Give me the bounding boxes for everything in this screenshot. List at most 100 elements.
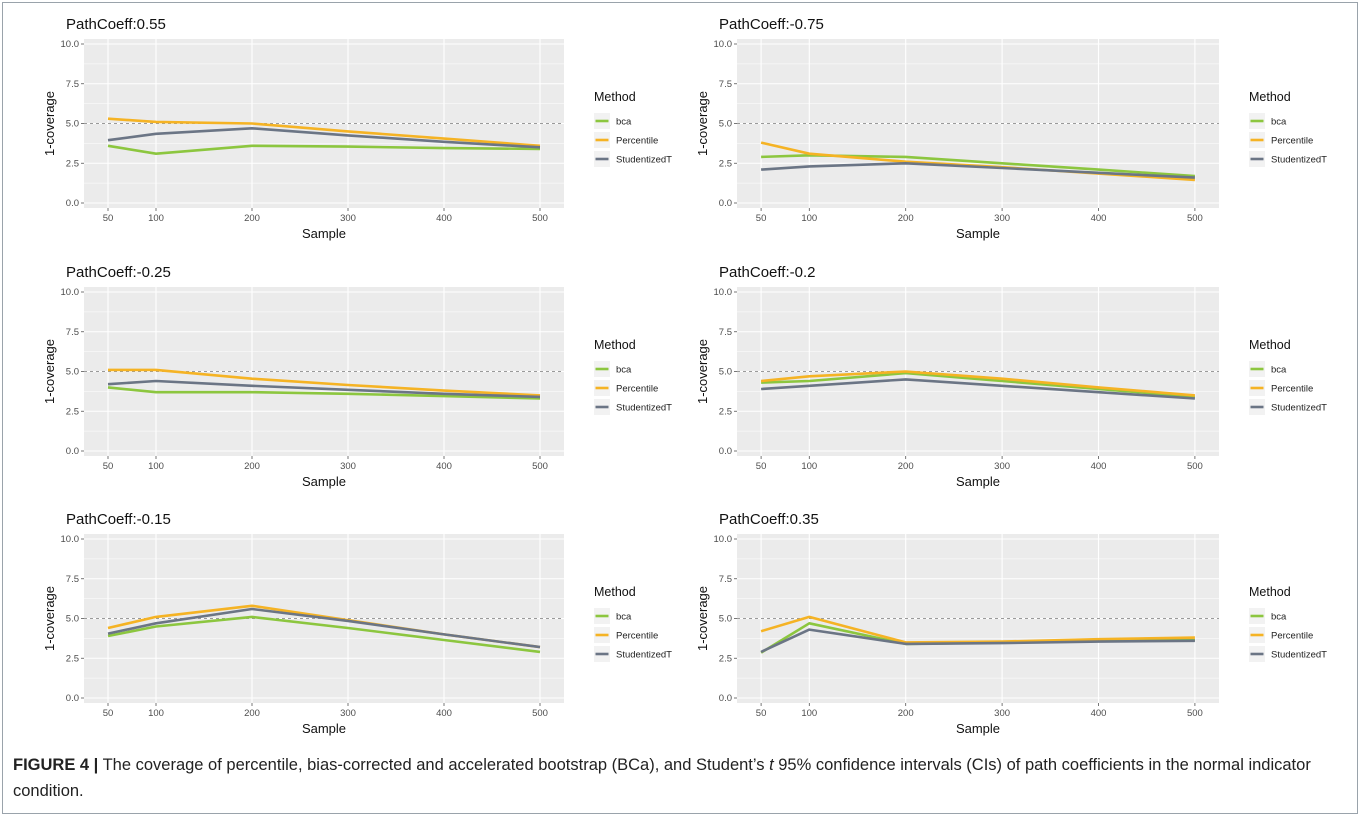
tick-label-x: 200 — [898, 708, 914, 719]
series-line-bca — [107, 386, 541, 400]
tick-label-x: 100 — [801, 213, 817, 224]
figure-chart-grid: PathCoeff:0.55 0.0 2.5 5.0 7.5 10.0 50 100 200 30… — [42, 16, 1327, 736]
legend-label-percentile: Percentile — [1271, 136, 1313, 147]
tick-label-x: 500 — [1187, 213, 1203, 224]
legend-label-bca: bca — [616, 612, 632, 623]
legend-title: Method — [594, 585, 636, 599]
tick-label-y: 5.0 — [66, 119, 79, 130]
y-axis-title: 1-coverage — [42, 586, 57, 651]
tick-label-y: 0.0 — [66, 446, 79, 457]
tick-label-x: 50 — [756, 213, 767, 224]
tick-label-x: 100 — [148, 708, 164, 719]
tick-label-x: 400 — [436, 213, 452, 224]
legend-label-studentizedt: StudentizedT — [1271, 650, 1327, 661]
tick-label-x: 400 — [436, 708, 452, 719]
tick-label-y: 7.5 — [719, 79, 732, 90]
tick-label-y: 5.0 — [66, 367, 79, 378]
tick-label-x: 300 — [994, 708, 1010, 719]
tick-label-y: 10.0 — [61, 39, 80, 50]
tick-label-x: 400 — [1091, 461, 1107, 472]
tick-label-x: 300 — [994, 213, 1010, 224]
series-line-bca — [761, 371, 1196, 399]
caption-italic-t: t — [769, 756, 774, 774]
tick-label-x: 300 — [340, 213, 356, 224]
x-axis-title: Sample — [956, 474, 1000, 489]
chart-panel-4: PathCoeff:-0.2 0.0 2.5 5.0 7.5 10.0 50 100 200 30… — [695, 264, 1327, 489]
panel-title: PathCoeff:0.35 — [719, 511, 819, 528]
panel-title: PathCoeff:-0.2 — [719, 264, 815, 281]
legend-label-studentizedt: StudentizedT — [1271, 403, 1327, 414]
series-line-studentizedt — [761, 162, 1195, 179]
series-line-studentizedt — [107, 379, 541, 399]
legend-label-percentile: Percentile — [616, 384, 658, 395]
legend-label-studentizedt: StudentizedT — [616, 155, 672, 166]
tick-label-y: 10.0 — [714, 287, 733, 298]
legend-label-bca: bca — [1271, 612, 1287, 623]
tick-label-x: 200 — [244, 461, 260, 472]
legend-label-studentizedt: StudentizedT — [616, 650, 672, 661]
legend-title: Method — [1249, 338, 1291, 352]
tick-label-x: 100 — [801, 708, 817, 719]
tick-label-y: 5.0 — [66, 614, 79, 625]
tick-label-y: 2.5 — [719, 406, 732, 417]
y-axis-title: 1-coverage — [695, 586, 710, 651]
tick-label-x: 50 — [103, 708, 114, 719]
x-axis-title: Sample — [956, 226, 1000, 241]
tick-label-y: 7.5 — [66, 79, 79, 90]
chart-panel-2: PathCoeff:-0.75 0.0 2.5 5.0 7.5 10.0 50 100 200 3… — [695, 16, 1327, 241]
tick-label-y: 0.0 — [719, 446, 732, 457]
tick-label-y: 7.5 — [66, 327, 79, 338]
tick-label-x: 500 — [532, 461, 548, 472]
legend-label-studentizedt: StudentizedT — [1271, 155, 1327, 166]
series-line-percentile — [760, 370, 1196, 397]
tick-label-x: 200 — [244, 213, 260, 224]
tick-label-y: 10.0 — [61, 287, 80, 298]
tick-label-x: 400 — [1091, 708, 1107, 719]
chart-panel-1: PathCoeff:0.55 0.0 2.5 5.0 7.5 10.0 50 100 200 30… — [42, 16, 672, 241]
tick-label-y: 10.0 — [61, 534, 80, 545]
caption-text-part-1: The coverage of percentile, bias-correct… — [98, 756, 770, 774]
tick-label-x: 500 — [1187, 708, 1203, 719]
panel-title: PathCoeff:-0.25 — [66, 264, 171, 281]
legend-label-bca: bca — [616, 117, 632, 128]
series-line-studentizedt — [761, 378, 1195, 400]
panel-title: PathCoeff:0.55 — [66, 16, 166, 33]
tick-label-y: 0.0 — [719, 693, 732, 704]
x-axis-title: Sample — [302, 226, 346, 241]
tick-label-y: 7.5 — [719, 327, 732, 338]
series-line-percentile — [760, 615, 1195, 644]
series-line-bca — [761, 154, 1195, 178]
tick-label-y: 2.5 — [719, 653, 732, 664]
tick-label-x: 500 — [532, 708, 548, 719]
tick-label-x: 400 — [1091, 213, 1107, 224]
series-line-studentizedt — [107, 127, 541, 149]
legend-title: Method — [1249, 585, 1291, 599]
series-line-bca — [107, 144, 541, 155]
tick-label-x: 300 — [340, 708, 356, 719]
legend-label-percentile: Percentile — [616, 631, 658, 642]
tick-label-x: 200 — [244, 708, 260, 719]
tick-label-x: 500 — [1187, 461, 1203, 472]
tick-label-x: 100 — [148, 213, 164, 224]
legend-title: Method — [1249, 90, 1291, 104]
x-axis-title: Sample — [302, 474, 346, 489]
tick-label-y: 0.0 — [66, 198, 79, 209]
legend-title: Method — [594, 338, 636, 352]
series-line-studentizedt — [107, 607, 541, 649]
caption-label: FIGURE 4 | — [13, 756, 99, 774]
chart-panel-5: PathCoeff:-0.15 0.0 2.5 5.0 7.5 10.0 50 100 200 3… — [42, 511, 672, 736]
series-line-bca — [107, 615, 541, 654]
tick-label-y: 10.0 — [714, 534, 733, 545]
tick-label-x: 100 — [148, 461, 164, 472]
tick-label-y: 0.0 — [66, 693, 79, 704]
tick-label-x: 500 — [532, 213, 548, 224]
legend-label-bca: bca — [616, 365, 632, 376]
tick-label-x: 50 — [103, 461, 114, 472]
legend-label-percentile: Percentile — [616, 136, 658, 147]
series-line-percentile — [107, 117, 541, 148]
panel-title: PathCoeff:-0.15 — [66, 511, 171, 528]
tick-label-y: 5.0 — [719, 367, 732, 378]
tick-label-x: 300 — [994, 461, 1010, 472]
tick-label-y: 10.0 — [714, 39, 733, 50]
